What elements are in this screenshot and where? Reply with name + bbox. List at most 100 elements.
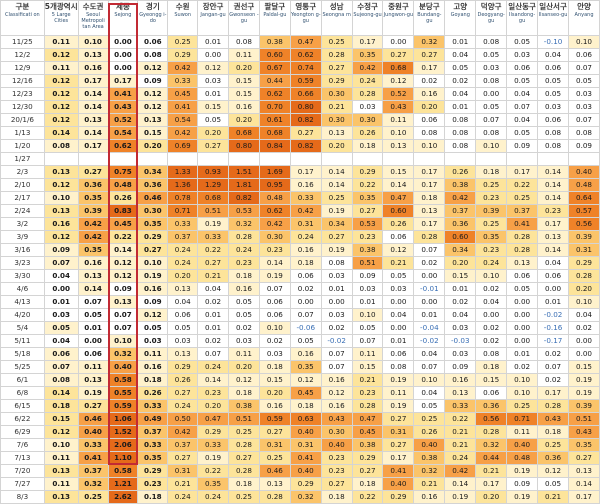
- table-row: 12/2 0.12 0.13 0.00 0.08 0.29 0.00 0.11 0.60 0.62…: [0, 48, 600, 62]
- value-cell: 0.35: [351, 48, 384, 62]
- value-cell: 0.38: [227, 399, 260, 413]
- table-row: 6/8 0.14 0.19 0.55 0.26 0.27 0.23 0.18 0.20 0.45 0…: [0, 386, 600, 400]
- value-cell: 0.18: [43, 399, 79, 413]
- value-cell: 0.14: [320, 178, 353, 192]
- value-cell: 0.20: [197, 126, 229, 140]
- value-cell: 0.10: [351, 308, 384, 322]
- value-cell: 0.05: [444, 61, 477, 75]
- value-cell: 0.16: [289, 243, 322, 257]
- value-cell: 0.25: [77, 490, 109, 504]
- value-cell: 0.30: [320, 425, 353, 439]
- value-cell: 0.17: [289, 165, 322, 179]
- value-cell: 0.00: [506, 321, 539, 335]
- table-row: 7/20 0.13 0.37 0.58 0.29 0.31 0.22 0.28 0.46 0.40…: [0, 464, 600, 478]
- value-cell: 0.07: [107, 321, 139, 335]
- value-cell: 0.10: [475, 269, 508, 283]
- value-cell: 0.05: [227, 295, 260, 309]
- value-cell: 0.17: [107, 74, 139, 88]
- column-header: 수원 Suwon: [167, 0, 199, 36]
- value-cell: 0.13: [320, 126, 353, 140]
- value-cell: 0.28: [227, 464, 260, 478]
- value-cell: 0.43: [537, 412, 570, 426]
- value-cell: 0.05: [382, 269, 415, 283]
- value-cell: 0.06: [537, 61, 570, 75]
- header-row: 구분 Classificati on 5개광역시 5 Large Cities 수도권 S…: [0, 0, 600, 36]
- column-header-english: Seoul Metropoli tan Area: [81, 12, 105, 30]
- value-cell: 0.11: [382, 386, 415, 400]
- date-cell: 3/30: [0, 269, 45, 283]
- value-cell: 0.20: [320, 139, 353, 153]
- value-cell: 0.01: [320, 282, 353, 296]
- value-cell: 1.33: [167, 165, 199, 179]
- table-row: 7/27 0.11 0.32 1.21 0.23 0.21 0.35 0.18 0.13 0.29…: [0, 477, 600, 491]
- column-header-english: Deogyang-gu: [477, 12, 505, 24]
- value-cell: 0.54: [107, 126, 139, 140]
- value-cell: 0.14: [568, 477, 600, 491]
- value-cell: 0.95: [258, 178, 291, 192]
- table-row: 6/29 0.12 0.40 1.52 0.37 0.42 0.29 0.25 0.27 0.40…: [0, 425, 600, 439]
- table-row: 4/20 0.03 0.05 0.07 0.12 0.06 0.01 0.05 0.06 0.07…: [0, 308, 600, 322]
- value-cell: 0.05: [475, 48, 508, 62]
- column-header-korean: 장안구: [202, 2, 224, 11]
- value-cell: 0.00: [107, 48, 139, 62]
- value-cell: 0.07: [320, 360, 353, 374]
- value-cell: 0.17: [568, 490, 600, 504]
- value-cell: 0.03: [537, 100, 570, 114]
- value-cell: 0.21: [537, 490, 570, 504]
- value-cell: 0.07: [475, 113, 508, 127]
- column-header: 일산동구 Ilsandong-gu: [506, 0, 539, 36]
- value-cell: 0.23: [227, 256, 260, 270]
- value-cell: 0.17: [77, 74, 109, 88]
- value-cell: 0.59: [258, 412, 291, 426]
- column-header-korean: 고양: [453, 2, 468, 11]
- value-cell: 0.54: [167, 113, 199, 127]
- value-cell: 0.13: [167, 347, 199, 361]
- value-cell: 0.07: [320, 347, 353, 361]
- value-cell: 0.14: [537, 165, 570, 179]
- value-cell: 0.03: [320, 269, 353, 283]
- value-cell: 0.00: [382, 295, 415, 309]
- value-cell: 0.05: [289, 334, 322, 348]
- table-row: 7/13 0.11 0.41 1.10 0.35 0.27 0.19 0.27 0.25 0.41…: [0, 451, 600, 465]
- column-header: 장안구 Jangan-gu: [197, 0, 229, 36]
- value-cell: 0.09: [137, 295, 169, 309]
- value-cell: 0.27: [382, 438, 415, 452]
- column-header-korean: 경기: [145, 2, 160, 11]
- value-cell: 0.16: [137, 360, 169, 374]
- value-cell: 0.11: [137, 347, 169, 361]
- value-cell: 0.33: [137, 399, 169, 413]
- value-cell: 0.40: [107, 360, 139, 374]
- value-cell: 0.34: [320, 217, 353, 231]
- value-cell: 0.05: [413, 399, 446, 413]
- value-cell: 0.30: [137, 204, 169, 218]
- value-cell: 0.06: [382, 347, 415, 361]
- value-cell: 0.17: [475, 477, 508, 491]
- value-cell: 0.06: [77, 347, 109, 361]
- value-cell: 0.80: [227, 139, 260, 153]
- date-cell: 1/20: [0, 139, 45, 153]
- value-cell: 0.25: [413, 412, 446, 426]
- value-cell: 0.22: [197, 243, 229, 257]
- value-cell: 0.05: [537, 74, 570, 88]
- value-cell: 0.32: [77, 477, 109, 491]
- value-cell: 0.15: [227, 74, 260, 88]
- value-cell: 0.07: [568, 61, 600, 75]
- value-cell: 0.12: [107, 256, 139, 270]
- value-cell: 0.40: [413, 438, 446, 452]
- value-cell: 0.28: [258, 490, 291, 504]
- value-cell: 0.03: [320, 308, 353, 322]
- value-cell: 0.03: [568, 100, 600, 114]
- value-cell: 0.28: [227, 230, 260, 244]
- value-cell: 0.40: [289, 464, 322, 478]
- value-cell: 0.30: [320, 87, 353, 101]
- value-cell: [413, 152, 446, 166]
- column-header-english: Sejong: [114, 12, 132, 18]
- date-cell: 6/29: [0, 425, 45, 439]
- column-header-english: Bundang-gu: [417, 12, 442, 24]
- value-cell: 0.05: [506, 126, 539, 140]
- column-header-korean: 일산서구: [539, 2, 567, 11]
- value-cell: 0.32: [227, 217, 260, 231]
- value-cell: 0.19: [506, 464, 539, 478]
- value-cell: 1.51: [227, 165, 260, 179]
